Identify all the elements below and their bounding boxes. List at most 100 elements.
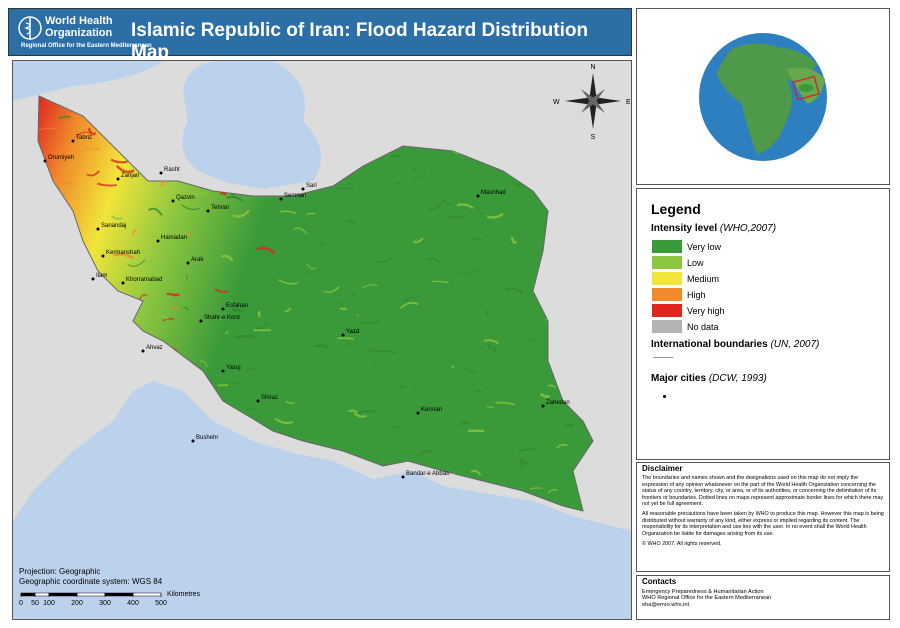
texture-stroke bbox=[232, 307, 243, 314]
legend-item: Medium bbox=[651, 271, 719, 286]
texture-stroke bbox=[427, 203, 442, 210]
texture-stroke bbox=[97, 182, 117, 187]
city-point bbox=[121, 281, 125, 285]
scale-label: 200 bbox=[71, 600, 83, 607]
legend-source: (DCW, 1993) bbox=[708, 373, 767, 384]
legend-swatch bbox=[651, 271, 683, 286]
texture-stroke bbox=[412, 173, 426, 179]
city-label: Yasuj bbox=[226, 365, 241, 371]
texture-stroke bbox=[419, 449, 433, 457]
texture-stroke bbox=[440, 197, 454, 205]
city-label: Hamadan bbox=[161, 235, 187, 241]
map-frame: N S E W Tabriz Orumiyeh Zanjan Rasht Sari Qaz… bbox=[12, 60, 632, 620]
map: N S E W Tabriz Orumiyeh Zanjan Rasht Sari Qaz… bbox=[13, 61, 631, 619]
texture-stroke bbox=[456, 203, 474, 210]
texture-stroke bbox=[87, 127, 97, 136]
texture-stroke bbox=[246, 408, 259, 411]
texture-stroke bbox=[519, 462, 525, 469]
texture-stroke bbox=[53, 181, 74, 186]
texture-stroke bbox=[132, 229, 137, 236]
locator-globe bbox=[699, 33, 827, 161]
texture-stroke bbox=[113, 253, 134, 260]
legend-swatch bbox=[651, 239, 683, 254]
texture-stroke bbox=[352, 292, 358, 298]
texture-stroke bbox=[465, 368, 478, 373]
texture-stroke bbox=[510, 236, 518, 244]
city-label: Tabriz bbox=[76, 135, 92, 141]
texture-stroke bbox=[488, 346, 497, 352]
texture-stroke bbox=[323, 286, 340, 293]
texture-stroke bbox=[110, 158, 128, 164]
texture-stroke bbox=[361, 318, 381, 325]
texture-stroke bbox=[565, 423, 575, 428]
legend-label: High bbox=[687, 289, 706, 300]
texture-stroke bbox=[226, 195, 244, 202]
texture-stroke bbox=[220, 254, 234, 262]
texture-stroke bbox=[225, 331, 229, 335]
texture-stroke bbox=[483, 339, 499, 345]
texture-stroke bbox=[547, 488, 559, 494]
city-label: Arak bbox=[191, 257, 204, 263]
texture-stroke bbox=[529, 487, 542, 490]
city-point bbox=[43, 159, 47, 163]
scale-label: 400 bbox=[127, 600, 139, 607]
city-label: Bushehr bbox=[196, 435, 218, 441]
city-point bbox=[116, 177, 120, 181]
contact-line: WHO Regional Office for the Eastern Medi… bbox=[642, 595, 772, 602]
city-point bbox=[341, 333, 345, 337]
title: Islamic Republic of Iran: Flood Hazard D… bbox=[131, 20, 589, 63]
texture-stroke bbox=[391, 423, 405, 428]
texture-stroke bbox=[285, 400, 295, 404]
texture-stroke bbox=[459, 266, 479, 275]
texture-stroke bbox=[366, 349, 375, 353]
city-point bbox=[186, 261, 190, 265]
texture-stroke bbox=[219, 191, 227, 197]
texture-stroke bbox=[355, 409, 376, 416]
texture-stroke bbox=[449, 215, 466, 219]
city-point bbox=[256, 399, 260, 403]
texture-stroke bbox=[160, 180, 168, 187]
legend-section: International boundaries (UN, 2007) bbox=[651, 339, 819, 350]
compass-label: W bbox=[553, 99, 560, 106]
texture-stroke bbox=[85, 146, 101, 150]
city-point bbox=[141, 349, 145, 353]
texture-stroke bbox=[156, 315, 169, 320]
texture-stroke bbox=[149, 235, 163, 238]
black-sea bbox=[13, 61, 163, 101]
texture-stroke bbox=[505, 287, 524, 295]
texture-stroke bbox=[412, 237, 424, 244]
legend-label: Very high bbox=[687, 305, 725, 316]
scale-segment bbox=[132, 592, 162, 597]
texture-stroke bbox=[509, 384, 511, 386]
city-label: Sanandaj bbox=[101, 223, 126, 229]
legend-swatch bbox=[651, 303, 683, 318]
texture-stroke bbox=[376, 349, 397, 355]
city-point bbox=[541, 404, 545, 408]
contact-line: eha@emro.who.int bbox=[642, 601, 690, 608]
legend-section: Intensity level (WHO,2007) bbox=[651, 223, 776, 234]
texture-stroke bbox=[432, 280, 449, 284]
city-point bbox=[101, 254, 105, 258]
city-label: Ahvaz bbox=[146, 345, 163, 351]
city-label: Kermanshah bbox=[106, 250, 140, 256]
texture-stroke bbox=[495, 401, 516, 406]
texture-stroke bbox=[214, 288, 228, 293]
legend-item: High bbox=[651, 287, 706, 302]
scale-label: 100 bbox=[43, 600, 55, 607]
compass-label: S bbox=[591, 134, 596, 141]
legend-section: Major cities (DCW, 1993) bbox=[651, 373, 767, 384]
city-point bbox=[221, 369, 225, 373]
texture-stroke bbox=[232, 209, 250, 218]
city-point bbox=[159, 171, 163, 175]
legend-label: Very low bbox=[687, 241, 722, 252]
texture-stroke bbox=[75, 131, 92, 138]
texture-stroke bbox=[138, 294, 148, 301]
texture-stroke bbox=[486, 212, 504, 219]
texture-stroke bbox=[539, 392, 551, 398]
org-line: Organization bbox=[45, 27, 113, 39]
texture-stroke bbox=[372, 362, 382, 369]
city-label: Kerman bbox=[421, 407, 442, 413]
texture-stroke bbox=[451, 364, 455, 368]
legend-item: No data bbox=[651, 319, 719, 334]
